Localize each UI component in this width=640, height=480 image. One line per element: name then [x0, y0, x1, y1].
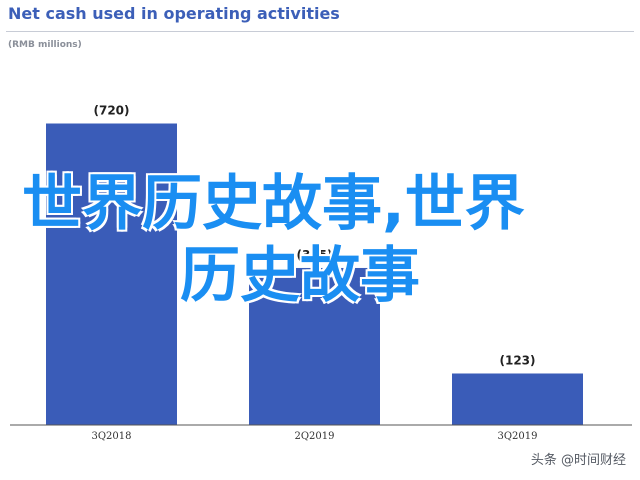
bar-3Q2018: [46, 123, 177, 425]
x-tick-2Q2019: 2Q2019: [294, 431, 334, 442]
watermark-line-2: 历史故事: [180, 241, 420, 311]
bar-3Q2019: [452, 373, 583, 425]
title-divider: [6, 31, 634, 32]
data-label-3Q2019: (123): [499, 353, 535, 367]
data-label-2Q2019: (375): [296, 248, 332, 262]
chart-title: Net cash used in operating activities: [8, 4, 340, 23]
x-tick-3Q2019: 3Q2019: [497, 431, 537, 442]
data-label-3Q2018: (720): [93, 104, 129, 118]
source-credit: 头条 @时间财经: [530, 453, 626, 468]
chart-subtitle: (RMB millions): [8, 40, 82, 50]
watermark-overlay: 世界历史故事,世界 历史故事: [22, 168, 602, 312]
bar-2Q2019: [249, 267, 380, 425]
watermark-line-1: 世界历史故事,世界: [22, 169, 525, 239]
x-tick-3Q2018: 3Q2018: [91, 431, 131, 442]
